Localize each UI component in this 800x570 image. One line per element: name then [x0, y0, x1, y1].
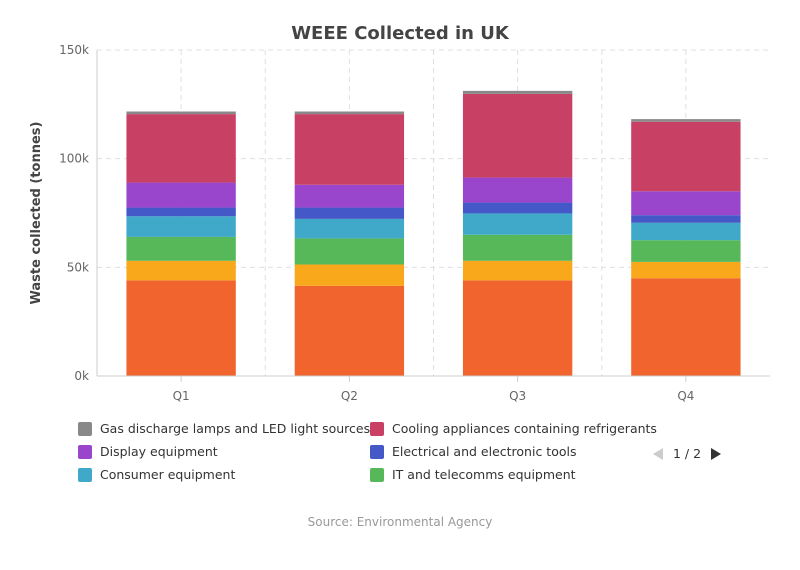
legend-swatch: [78, 421, 92, 436]
bar-segment[interactable]: [631, 278, 741, 376]
bar-segment[interactable]: [462, 202, 573, 214]
legend-swatch: [78, 467, 92, 482]
legend-item[interactable]: Gas discharge lamps and LED light source…: [78, 421, 370, 436]
legend-label: Gas discharge lamps and LED light source…: [100, 421, 371, 436]
legend-item[interactable]: Display equipment: [78, 444, 218, 459]
x-tick-label: Q3: [509, 389, 526, 403]
bar-segment[interactable]: [631, 261, 741, 279]
legend-page-indicator: 1 / 2: [673, 446, 702, 461]
legend-swatch: [370, 421, 384, 436]
bar-segment[interactable]: [294, 184, 405, 208]
bar-segment[interactable]: [294, 264, 405, 286]
bar-segment[interactable]: [126, 114, 236, 183]
bar-segment[interactable]: [462, 93, 573, 178]
bar-segment[interactable]: [294, 114, 405, 185]
bar-segment[interactable]: [294, 111, 405, 115]
y-tick-label: 50k: [67, 260, 89, 274]
x-tick-label: Q1: [173, 389, 190, 403]
legend-item[interactable]: Consumer equipment: [78, 467, 235, 482]
bar-segment[interactable]: [631, 121, 741, 192]
bars-group: [126, 90, 741, 376]
x-tick-label: Q2: [341, 389, 358, 403]
legend-label: Display equipment: [100, 444, 218, 459]
legend-label: Cooling appliances containing refrigeran…: [392, 421, 657, 436]
legend-label: Electrical and electronic tools: [392, 444, 577, 459]
bar-segment[interactable]: [126, 280, 236, 376]
bar-segment[interactable]: [631, 240, 741, 262]
bar-segment[interactable]: [126, 207, 236, 217]
chart-title: WEEE Collected in UK: [291, 23, 510, 44]
legend-label: IT and telecomms equipment: [392, 467, 576, 482]
axes: 0k 50k 100k 150k Q1 Q2 Q3 Q4: [59, 43, 770, 403]
legend-swatch: [78, 444, 92, 459]
legend-swatch: [370, 444, 384, 459]
bar-segment[interactable]: [126, 182, 236, 208]
bar-segment[interactable]: [294, 285, 405, 376]
x-tick-label: Q4: [677, 389, 694, 403]
bar-segment[interactable]: [126, 236, 236, 261]
next-page-icon[interactable]: [711, 447, 722, 460]
y-tick-label: 100k: [59, 152, 89, 166]
bar-segment[interactable]: [462, 234, 573, 261]
legend-swatch: [370, 467, 384, 482]
bar-segment[interactable]: [462, 177, 573, 203]
bar-segment[interactable]: [126, 216, 236, 237]
bar-segment[interactable]: [462, 213, 573, 235]
bar-segment[interactable]: [631, 215, 741, 223]
y-tick-label: 0k: [74, 369, 89, 383]
legend-pager: 1 / 2: [653, 446, 722, 461]
bar-segment[interactable]: [462, 90, 573, 94]
bar-segment[interactable]: [462, 280, 573, 376]
legend-label: Consumer equipment: [100, 467, 236, 482]
y-axis-label: Waste collected (tonnes): [29, 122, 44, 305]
bar-segment[interactable]: [294, 238, 405, 265]
legend-item[interactable]: IT and telecomms equipment: [370, 467, 576, 482]
bar-segment[interactable]: [462, 260, 573, 281]
prev-page-icon[interactable]: [653, 447, 663, 460]
y-tick-label: 150k: [59, 43, 89, 57]
bar-segment[interactable]: [126, 260, 236, 281]
legend-item[interactable]: Electrical and electronic tools: [370, 444, 576, 459]
bar-segment[interactable]: [126, 111, 236, 115]
bar-segment[interactable]: [294, 218, 405, 239]
bar-segment[interactable]: [631, 222, 741, 241]
bar-segment[interactable]: [631, 119, 741, 122]
chart-source: Source: Environmental Agency: [307, 515, 493, 529]
legend-item[interactable]: Cooling appliances containing refrigeran…: [370, 421, 657, 436]
bar-segment[interactable]: [294, 207, 405, 219]
bar-segment[interactable]: [631, 191, 741, 216]
